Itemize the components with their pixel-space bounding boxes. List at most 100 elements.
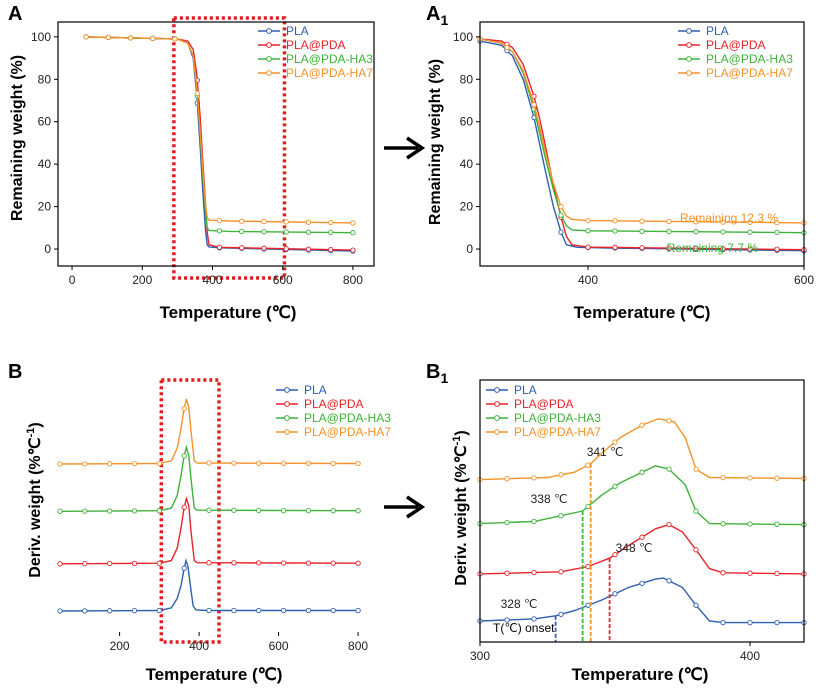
p2-series-pla-pda-marker <box>107 560 113 567</box>
panel-B-ylabel-close: ) <box>27 422 44 427</box>
p2-series-pla-marker <box>107 608 113 614</box>
p3-series-pla-marker <box>720 619 726 626</box>
p1-series-pla-pda-marker <box>693 245 699 252</box>
p1-series-pla-pda-ha7-marker <box>774 219 780 226</box>
p2-series-pla-marker <box>82 608 88 614</box>
p3-series-pla-pda-ha3-marker <box>693 508 699 514</box>
panel-A-axes: 0 200 400 600 800 0 20 40 60 80 100 <box>31 21 375 287</box>
p1-series-pla-pda-marker <box>666 245 672 251</box>
p2-series-pla-pda-marker <box>206 560 212 566</box>
p3-series-pla-pda-ha7-marker <box>558 472 564 478</box>
p2-series-pla-pda-ha3-marker <box>280 507 287 514</box>
p0-series-pla-pda-line <box>86 36 353 251</box>
p1-legend-marker-pla-pda-ha3 <box>686 56 692 62</box>
p3-series-pla-pda-ha7-marker <box>585 462 591 468</box>
p2-series-pla-pda-ha7-marker <box>206 460 212 466</box>
p0-legend-marker-pla-pda-ha7 <box>266 70 272 76</box>
p1-axes-frame <box>479 21 805 267</box>
p2-series-pla-pda-marker <box>355 560 361 566</box>
panel-B-ylabel-sup: -1 <box>25 428 37 438</box>
panel-A-highlight-box <box>172 16 287 280</box>
p3-series-pla-pda-ha7-marker <box>693 466 699 472</box>
p1-series-pla-pda-ha3-marker <box>585 228 591 234</box>
p2-legend-label-pla-pda-ha3: PLA@PDA-HA3 <box>304 411 391 425</box>
p0-legend-marker-pla <box>266 28 272 34</box>
panel-label-B: B <box>8 361 22 383</box>
p0-y-tick-label: 80 <box>38 72 52 86</box>
p0-highlight-rect <box>172 16 287 280</box>
p2-highlight-rect <box>159 378 221 644</box>
p1-y-tick-label: 100 <box>453 30 473 44</box>
p2-legend-label-pla-pda: PLA@PDA <box>304 397 364 411</box>
p3-series-pla-pda-marker <box>531 569 537 576</box>
p1-legend-label-pla-pda: PLA@PDA <box>706 38 766 52</box>
p3-series-pla-pda-marker <box>747 570 753 576</box>
p2-series-pla-marker <box>131 607 138 614</box>
p3-series-pla-pda-marker <box>639 534 645 540</box>
p3-series-pla-pda-ha7-marker <box>612 439 618 445</box>
p1-series-pla-pda-marker <box>747 246 753 252</box>
p0-series-pla-pda-ha7-marker <box>105 34 111 41</box>
p2-series-pla-pda-ha7-marker <box>82 461 88 467</box>
p3-axes-frame <box>479 379 805 643</box>
p1-y-tick-label: 0 <box>466 242 473 256</box>
panel-label-B1: B1 <box>426 361 448 386</box>
p0-series-pla-pda-marker <box>350 247 356 253</box>
p3-legend-marker-pla-pda-ha7 <box>494 429 500 435</box>
panel-A-xlabel: Temperature (℃) <box>160 303 297 322</box>
p3-series-pla-pda-marker <box>720 570 726 576</box>
panel-B1-onset-markers: 328 ℃ 338 ℃ 341 ℃ 348 ℃ <box>501 445 652 642</box>
p1-y-tick-label: 80 <box>460 72 474 86</box>
p3-legend-label-pla-pda: PLA@PDA <box>514 397 574 411</box>
p1-series-pla-pda-ha7-marker <box>531 102 537 108</box>
panel-B1-ylabel-close: ) <box>453 430 470 435</box>
p2-series-pla-pda-ha3-marker <box>107 508 113 514</box>
p2-series-pla-pda-marker <box>131 560 138 567</box>
p0-series-pla-pda-ha7-marker <box>127 35 134 41</box>
p1-series-pla-pda-ha7-marker <box>639 218 645 224</box>
panel-B1-axes: 300 400 <box>470 379 805 663</box>
p0-series-pla-pda-ha7-marker <box>261 218 267 225</box>
p0-legend-marker-pla-pda <box>266 42 272 48</box>
p3-series-pla-marker <box>531 616 537 622</box>
p1-series-pla-pda-ha7-marker <box>720 219 726 225</box>
p0-series-pla-pda-marker <box>239 245 245 251</box>
p2-series-pla-pda-ha3-marker <box>330 507 336 514</box>
p0-series-pla-pda-ha7-marker <box>150 35 156 42</box>
p2-series-pla-pda-ha7-marker <box>156 460 162 467</box>
p2-series-pla-pda-ha3-line <box>59 444 359 512</box>
p0-series-pla-pda-ha7-marker <box>305 219 312 225</box>
panel-B-highlight-box <box>159 378 221 644</box>
p2-legend-marker-pla <box>284 387 290 393</box>
p0-legend-label-pla: PLA <box>286 24 309 38</box>
p3-series-pla-pda-marker <box>585 563 591 570</box>
p0-series-pla-pda-marker <box>261 245 267 251</box>
p2-series-pla-pda-marker <box>181 504 187 510</box>
panel-A1-series <box>477 36 807 254</box>
p1-series-pla-pda-ha7-marker <box>666 218 672 225</box>
p2-series-pla-marker <box>156 607 162 614</box>
p0-series-pla-pda-ha7-line <box>86 36 353 224</box>
p1-series-pla-pda-marker <box>585 244 591 250</box>
p2-series-pla-marker <box>206 607 212 614</box>
p0-series-pla-pda-ha7-marker <box>216 217 223 224</box>
p1-legend-marker-pla <box>686 28 692 34</box>
p2-series-pla-marker <box>256 607 262 614</box>
p3-series-pla-marker <box>639 580 645 586</box>
p2-series-pla-pda-ha3-marker <box>231 507 237 513</box>
p3-series-pla-pda-ha3-marker <box>531 518 537 525</box>
p0-x-tick-label: 600 <box>273 273 293 287</box>
p1-series-pla-pda-ha3-marker <box>558 212 564 218</box>
p3-series-pla-pda-line <box>479 523 805 575</box>
p2-series-pla-pda-marker <box>330 560 336 566</box>
p2-series-pla-marker <box>57 608 63 614</box>
p1-series-pla-pda-ha3-marker <box>666 228 672 235</box>
p3-series-pla-pda-ha3-marker <box>504 519 510 526</box>
p3-legend-label-pla: PLA <box>514 383 537 397</box>
p2-series-pla-pda-ha3-marker <box>57 508 63 514</box>
p3-series-pla-pda-ha7-marker <box>639 422 645 428</box>
p3-series-pla-pda-marker <box>693 547 699 553</box>
